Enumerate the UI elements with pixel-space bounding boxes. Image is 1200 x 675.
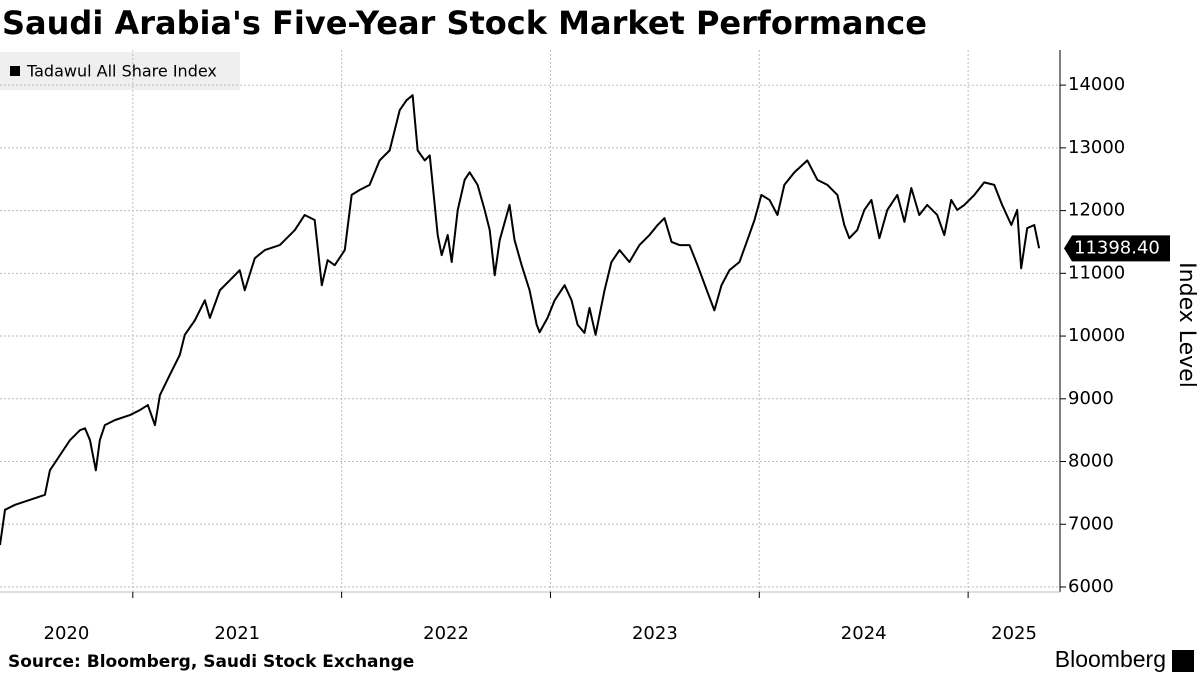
x-tick-label: 2025 <box>991 623 1037 644</box>
y-tick-label: 8000 <box>1068 451 1114 472</box>
y-tick-label: 14000 <box>1068 74 1125 95</box>
y-tick-label: 7000 <box>1068 513 1114 534</box>
y-tick-label: 11000 <box>1068 262 1125 283</box>
logo: Bloomberg <box>1055 646 1166 672</box>
x-tick-label: 2021 <box>214 623 260 644</box>
y-tick-label: 6000 <box>1068 576 1114 597</box>
y-tick-label: 10000 <box>1068 325 1125 346</box>
source-note: Source: Bloomberg, Saudi Stock Exchange <box>8 652 414 672</box>
y-tick-label: 13000 <box>1068 137 1125 158</box>
legend-box <box>0 52 240 90</box>
last-value-label: 11398.40 <box>1074 237 1160 258</box>
x-tick-label: 2020 <box>44 623 90 644</box>
legend-label: Tadawul All Share Index <box>26 62 217 81</box>
x-tick-label: 2023 <box>632 623 678 644</box>
x-tick-label: 2024 <box>841 623 887 644</box>
x-tick-label: 2022 <box>423 623 469 644</box>
y-tick-label: 9000 <box>1068 388 1114 409</box>
y-axis-label: Index Level <box>1174 262 1199 388</box>
y-tick-label: 12000 <box>1068 200 1125 221</box>
data-line <box>0 94 1041 546</box>
logo-icon <box>1172 650 1194 672</box>
last-value-tag <box>1064 235 1170 262</box>
chart-title: Saudi Arabia's Five-Year Stock Market Pe… <box>2 4 927 42</box>
legend-swatch <box>10 66 20 76</box>
